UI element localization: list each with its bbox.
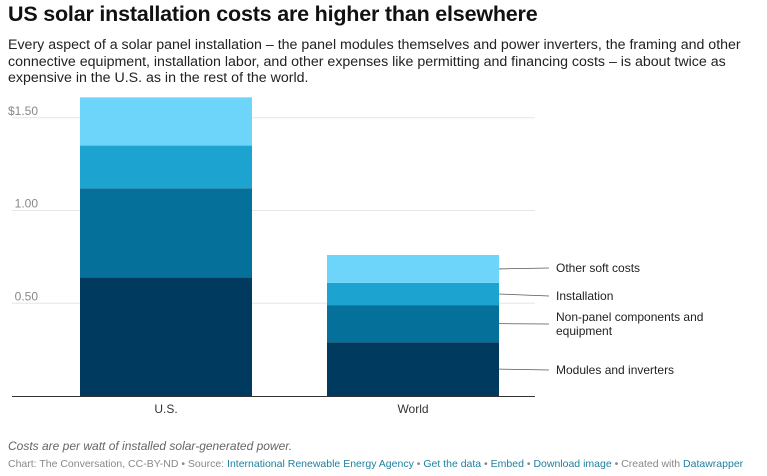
legend-label: Modules and inverters [556, 363, 674, 377]
legend-label: Installation [556, 289, 613, 303]
bar-segment [80, 277, 252, 396]
legend-label: Other soft costs [556, 261, 640, 275]
bar-segment [327, 255, 499, 283]
legend-label-line: Installation [556, 289, 613, 303]
bar-segment [80, 97, 252, 146]
legend-leader-line [498, 267, 550, 270]
chart-footer: Chart: The Conversation, CC-BY-ND • Sour… [8, 458, 743, 470]
footer-separator: • [523, 458, 534, 470]
datawrapper-link[interactable]: Datawrapper [683, 458, 744, 470]
x-category-label: World [397, 402, 428, 416]
download-image-link[interactable]: Download image [533, 458, 612, 470]
legend-label-line: Modules and inverters [556, 363, 674, 377]
embed-link[interactable]: Embed [490, 458, 524, 470]
source-link[interactable]: International Renewable Energy Agency [227, 458, 414, 470]
bar-segment [327, 282, 499, 306]
axes: 0.50 1.00 $1.50 U.S. World [8, 104, 535, 416]
y-tick-label: 0.50 [15, 289, 39, 303]
chart-note: Costs are per watt of installed solar-ge… [8, 439, 293, 453]
footer-separator: • [413, 458, 424, 470]
chart-title: US solar installation costs are higher t… [8, 2, 538, 26]
bar-segment [327, 342, 499, 396]
chart-subtitle: Every aspect of a solar panel installati… [8, 37, 741, 86]
x-category-label: U.S. [154, 402, 177, 416]
bar-segment [80, 188, 252, 278]
chart-credit: Chart: The Conversation, CC-BY-ND [8, 458, 179, 470]
legend-label-line: Other soft costs [556, 261, 640, 275]
get-data-link[interactable]: Get the data [423, 458, 482, 470]
legend-leader-line [498, 293, 550, 297]
footer-separator: • Source: [178, 458, 228, 470]
legend-label: Non-panel components and equipment [556, 310, 703, 338]
legend-label-line: equipment [556, 324, 613, 338]
footer-created-prefix: • Created with [611, 458, 684, 470]
footer-separator: • [481, 458, 491, 470]
bars [80, 97, 499, 396]
legend-leader-line [498, 368, 550, 371]
legend: Other soft costs Installation Non-panel co… [498, 261, 703, 377]
bar-segment [327, 305, 499, 343]
y-tick-label: $1.50 [8, 104, 38, 118]
y-tick-label: 1.00 [15, 197, 39, 211]
legend-label-line: Non-panel components and [556, 310, 703, 324]
bar-segment [80, 145, 252, 189]
